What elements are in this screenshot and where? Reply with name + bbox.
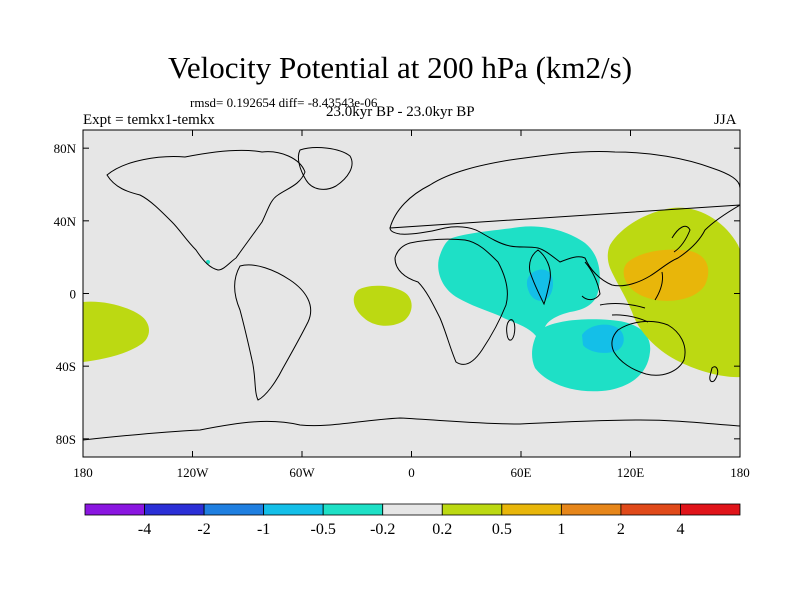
colorbar-swatch: [322, 503, 384, 516]
coast-eurasia: [389, 151, 740, 287]
region-south-indian-ocean-min: [582, 324, 624, 353]
colorbar-swatch: [560, 503, 622, 516]
colorbar-label: 2: [617, 521, 625, 538]
coastlines: [83, 147, 740, 441]
colorbar-label: 0.5: [492, 521, 512, 538]
shaded-fields: [83, 207, 740, 392]
coast-new-zealand: [709, 366, 719, 383]
coast-north-america: [106, 149, 306, 271]
colorbar-label: -1: [257, 521, 270, 538]
colorbar-label: -4: [138, 521, 151, 538]
x-tick-label: 60W: [289, 465, 315, 480]
experiment-label: Expt = temkx1-temkx: [83, 112, 215, 128]
coast-africa: [394, 238, 508, 365]
region-east-pacific-positive: [83, 301, 149, 362]
region-south-atlantic-positive: [353, 285, 412, 326]
colorbar-swatch: [84, 503, 145, 516]
colorbar-label: -0.2: [370, 521, 395, 538]
y-tick-label: 40S: [56, 359, 76, 374]
y-tick-label: 40N: [54, 214, 77, 229]
axes: 180 120W 60W 0 60E 120E 180 80N 40N 0 40S 80S: [54, 130, 750, 480]
coast-australia: [611, 320, 686, 376]
x-tick-label: 180: [73, 465, 93, 480]
region-arabian-sea-min: [526, 269, 554, 301]
colorbar-label: 1: [557, 521, 565, 538]
colorbar-swatch: [263, 503, 324, 516]
colorbar-swatch: [620, 503, 681, 516]
colorbar-swatch: [501, 503, 562, 516]
x-tick-label: 120W: [177, 465, 210, 480]
coast-se-asia: [581, 261, 663, 323]
x-tick-label: 180: [730, 465, 750, 480]
colorbar-swatch: [382, 503, 443, 516]
period-label: 23.0kyr BP - 23.0kyr BP: [326, 104, 475, 120]
stats-label: rmsd= 0.192654 diff= -8.43543e-06: [190, 95, 378, 110]
x-tick-label: 0: [408, 465, 415, 480]
colorbar-swatch: [441, 503, 503, 516]
coast-india: [529, 249, 551, 306]
x-tick-label: 60E: [511, 465, 532, 480]
colorbar-label: -0.5: [311, 521, 336, 538]
y-tick-label: 80N: [54, 141, 77, 156]
colorbar-label: 4: [676, 521, 684, 538]
colorbar-label: 0.2: [432, 521, 452, 538]
x-tick-label: 120E: [617, 465, 645, 480]
coast-greenland: [297, 147, 353, 190]
colorbar: -4 -2 -1 -0.5 -0.2 0.2 0.5 1 2 4: [84, 503, 741, 538]
coast-antarctica: [83, 417, 740, 441]
colorbar-swatch: [680, 503, 741, 516]
colorbar-label: -2: [197, 521, 210, 538]
y-tick-label: 0: [70, 287, 77, 302]
region-west-pacific-max: [623, 249, 709, 301]
season-label: JJA: [714, 112, 737, 128]
coast-south-america: [234, 264, 312, 401]
colorbar-swatch: [144, 503, 205, 516]
colorbar-swatch: [203, 503, 265, 516]
coast-madagascar: [506, 319, 516, 341]
plot-title: Velocity Potential at 200 hPa (km2/s): [167, 50, 633, 85]
y-tick-label: 80S: [56, 432, 76, 447]
coast-japan: [671, 225, 691, 253]
